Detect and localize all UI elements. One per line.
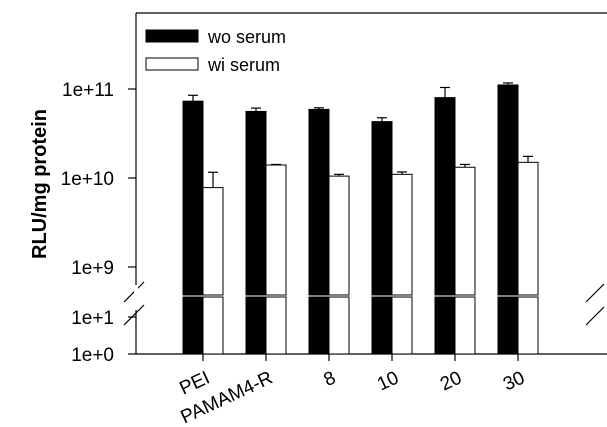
x-tick-label: 30 — [500, 367, 528, 395]
legend-label-wo-serum: wo serum — [207, 27, 286, 47]
bar — [517, 161, 539, 296]
bar-lower-segment — [434, 296, 456, 355]
bar-lower-segment — [371, 296, 393, 355]
x-tick-label: 10 — [374, 367, 402, 395]
bar-lower-segment — [308, 296, 330, 355]
bar — [371, 121, 393, 296]
bars — [182, 82, 539, 355]
bar — [454, 166, 476, 296]
y-tick-label: 1e+10 — [61, 169, 114, 190]
y-tick-label: 1e+1 — [71, 308, 114, 329]
legend-swatch-wo-serum — [145, 29, 199, 43]
bar — [328, 175, 350, 296]
bar-lower-segment — [245, 296, 267, 355]
bar-lower-segment — [497, 296, 519, 355]
legend-label-wi-serum: wi serum — [207, 55, 280, 75]
bar-lower-segment — [182, 296, 204, 355]
axis-break-mark — [585, 306, 605, 326]
bar — [182, 100, 204, 296]
bar — [308, 108, 330, 296]
axis-break-gap — [134, 286, 138, 308]
bar-lower-segment — [391, 296, 413, 355]
axis-break-mark — [123, 304, 145, 326]
bar — [245, 110, 267, 296]
y-axis-title: RLU/mg protein — [29, 109, 51, 259]
bar-lower-segment — [328, 296, 350, 355]
x-tick-label: 20 — [437, 367, 465, 395]
y-tick-label: 1e+11 — [62, 80, 114, 101]
bar — [202, 187, 224, 296]
legend-swatch-wi-serum — [145, 57, 199, 71]
bar — [497, 84, 519, 296]
y-tick-label: 1e+0 — [71, 345, 114, 366]
legend: wo serum wi serum — [145, 27, 286, 75]
bar — [434, 97, 456, 296]
axis-break-mark — [585, 283, 605, 303]
bar — [265, 164, 287, 296]
bar-lower-segment — [454, 296, 476, 355]
x-tick-label: 8 — [321, 367, 339, 391]
bar — [391, 173, 413, 296]
y-tick-label: 1e+9 — [71, 258, 114, 279]
bar-lower-segment — [202, 296, 224, 355]
bar-lower-segment — [517, 296, 539, 355]
bar-lower-segment — [265, 296, 287, 355]
